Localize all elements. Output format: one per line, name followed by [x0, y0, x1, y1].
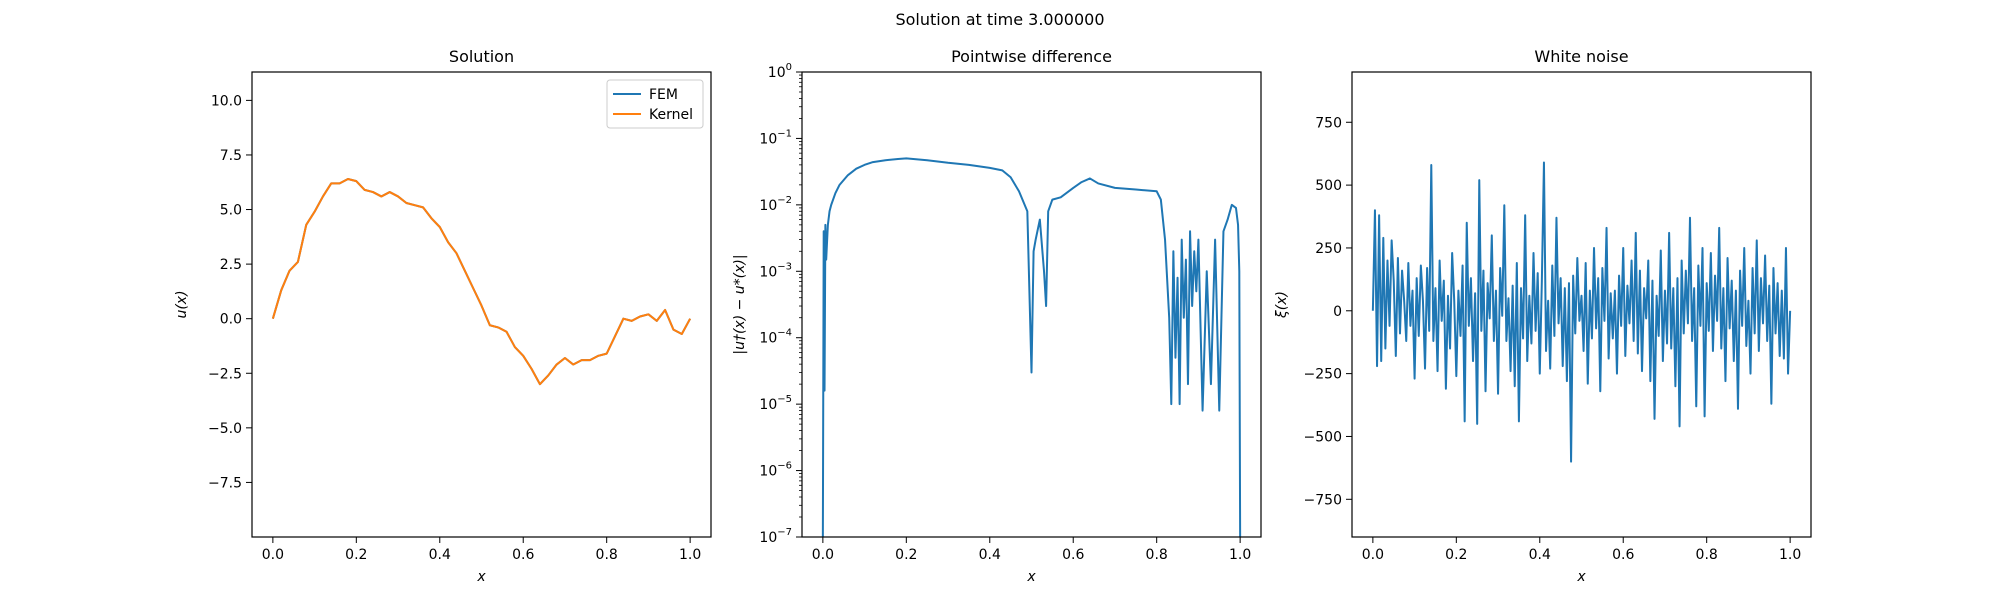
legend-label-fem: FEM — [649, 87, 678, 103]
y-tick-label: 2.5 — [220, 257, 242, 273]
x-tick-label: 0.4 — [1529, 547, 1551, 563]
x-tick-label: 0.6 — [1062, 547, 1084, 563]
x-tick-label: 0.6 — [1612, 547, 1634, 563]
y-tick-label: 750 — [1315, 115, 1342, 131]
y-tick-label: −7.5 — [208, 475, 242, 491]
y-tick-label: −5.0 — [208, 421, 242, 437]
y-tick-label: 5.0 — [220, 203, 242, 219]
y-tick-label: −750 — [1304, 492, 1342, 508]
white-noise-axes: 0.0 0.2 0.4 0.6 0.8 1.0 −750 −500 −250 0 250 500 750… — [1274, 47, 1812, 585]
x-tick-label: 1.0 — [1229, 547, 1251, 563]
x-tick-label: 0.0 — [1362, 547, 1384, 563]
y-tick-label: 7.5 — [220, 148, 242, 164]
solution-axes: 0.0 0.2 0.4 0.6 0.8 1.0 −7.5 −5.0 −2.5 0.0 2.5 5.0 7… — [174, 47, 712, 585]
y-tick-label: 10−1 — [759, 128, 792, 147]
y-axis-label: ξ(x) — [1274, 291, 1290, 319]
legend: FEM Kernel — [606, 79, 704, 129]
x-tick-label: 0.8 — [1696, 547, 1718, 563]
y-tick-label: 10−2 — [759, 195, 792, 214]
figure-suptitle: Solution at time 3.000000 — [895, 10, 1105, 29]
x-tick-label: 1.0 — [679, 547, 701, 563]
x-tick-label: 0.4 — [979, 547, 1001, 563]
y-tick-label: 10.0 — [211, 93, 242, 109]
axes-frame — [801, 71, 1262, 538]
x-axis-label: x — [1026, 569, 1036, 585]
x-tick-label: 0.6 — [512, 547, 534, 563]
x-tick-label: 0.8 — [1146, 547, 1168, 563]
y-tick-label: 10−5 — [759, 394, 792, 413]
series-line-0 — [821, 157, 1242, 537]
y-tick-label: 10−7 — [759, 527, 792, 546]
y-tick-label: 10−4 — [759, 328, 792, 347]
series-line-kernel — [271, 177, 692, 386]
x-tick-label: 0.2 — [1445, 547, 1467, 563]
x-tick-label: 1.0 — [1779, 547, 1801, 563]
y-tick-label: 250 — [1315, 241, 1342, 257]
y-tick-label: 10−3 — [759, 261, 792, 280]
axes-title: Pointwise difference — [951, 47, 1112, 66]
x-tick-label: 0.0 — [812, 547, 834, 563]
x-tick-label: 0.4 — [429, 547, 451, 563]
y-tick-label: 10−6 — [759, 461, 792, 480]
pointwise-difference-axes: 0.0 0.2 0.4 0.6 0.8 1.0 10−7 10−6 10−5 10−4 10−3 10… — [732, 47, 1262, 585]
y-tick-label: 0.0 — [220, 312, 242, 328]
x-axis-label: x — [1576, 569, 1586, 585]
series-line-fem — [271, 177, 692, 386]
axes-title: White noise — [1534, 47, 1628, 66]
y-tick-label: 0 — [1333, 304, 1342, 320]
x-tick-label: 0.2 — [345, 547, 367, 563]
y-tick-label: 100 — [768, 62, 792, 81]
legend-box — [606, 79, 704, 129]
axes-title: Solution — [449, 47, 514, 66]
y-axis-label: u(x) — [174, 290, 190, 318]
x-tick-label: 0.8 — [596, 547, 618, 563]
x-tick-label: 0.2 — [895, 547, 917, 563]
x-tick-label: 0.0 — [262, 547, 284, 563]
axes-frame — [251, 71, 712, 538]
legend-label-kernel: Kernel — [649, 107, 693, 123]
y-tick-label: −500 — [1304, 429, 1342, 445]
y-axis-label: |u†(x) − u*(x)| — [732, 254, 748, 354]
y-tick-label: −2.5 — [208, 366, 242, 382]
series-line-0 — [1371, 161, 1792, 463]
axes-frame — [1351, 71, 1812, 538]
y-tick-label: 500 — [1315, 178, 1342, 194]
x-axis-label: x — [476, 569, 486, 585]
y-tick-label: −250 — [1304, 367, 1342, 383]
